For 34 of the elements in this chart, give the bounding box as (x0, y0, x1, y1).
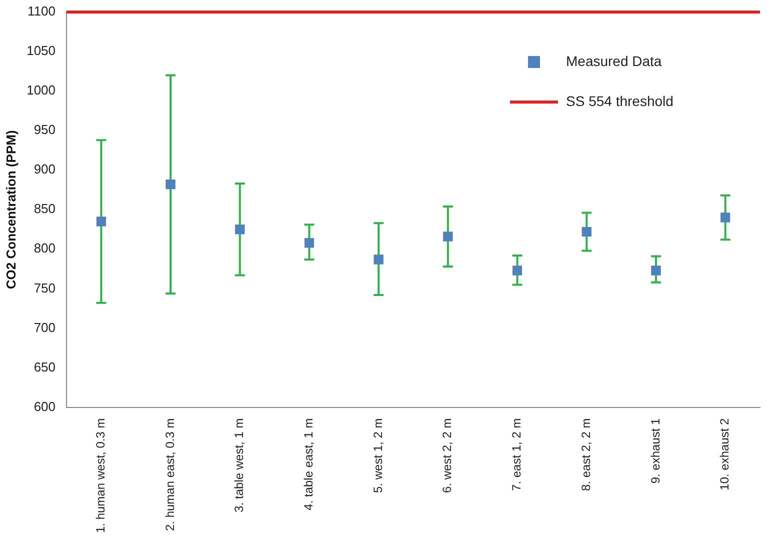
y-axis-title: CO2 Concentration (PPM) (3, 130, 18, 290)
point (582, 227, 592, 237)
x-tick-label: 4. table east, 1 m (302, 418, 316, 510)
y-tick-label: 750 (34, 280, 56, 296)
y-tick-label: 800 (34, 240, 56, 256)
x-tick-label: 1. human west, 0.3 m (94, 418, 108, 534)
y-tick-label: 900 (34, 162, 56, 177)
y-tick-label: 650 (34, 359, 56, 374)
point (651, 266, 661, 276)
y-tick-label: 1100 (28, 4, 56, 19)
y-tick-label: 1050 (26, 43, 56, 58)
x-tick-label: 7. east 1, 2 m (510, 418, 524, 491)
point (304, 238, 314, 248)
y-tick-label: 950 (34, 122, 56, 138)
y-tick-label: 850 (34, 201, 56, 216)
x-tick-label: 8. east 2, 2 m (578, 418, 593, 491)
x-tick-label: 6. west 2, 2 m (440, 418, 454, 493)
point (96, 216, 106, 226)
point (512, 266, 522, 276)
x-tick-label: 10. exhaust 2 (718, 418, 732, 490)
point (443, 232, 453, 242)
point (720, 212, 730, 222)
legend-label: Measured Data (566, 52, 662, 69)
x-tick-label: 5. west 1, 2 m (370, 418, 385, 493)
legend-label: SS 554 threshold (566, 92, 674, 109)
point (374, 254, 384, 264)
point (235, 224, 245, 234)
y-tick-label: 600 (34, 398, 56, 414)
y-tick-label: 700 (34, 320, 56, 335)
x-tick-label: 3. table west, 1 m (232, 418, 246, 512)
x-tick-label: 9. exhaust 1 (648, 418, 662, 484)
y-tick-label: 1000 (26, 82, 56, 98)
point (166, 180, 176, 190)
x-tick-label: 2. human east, 0.3 m (162, 418, 177, 532)
